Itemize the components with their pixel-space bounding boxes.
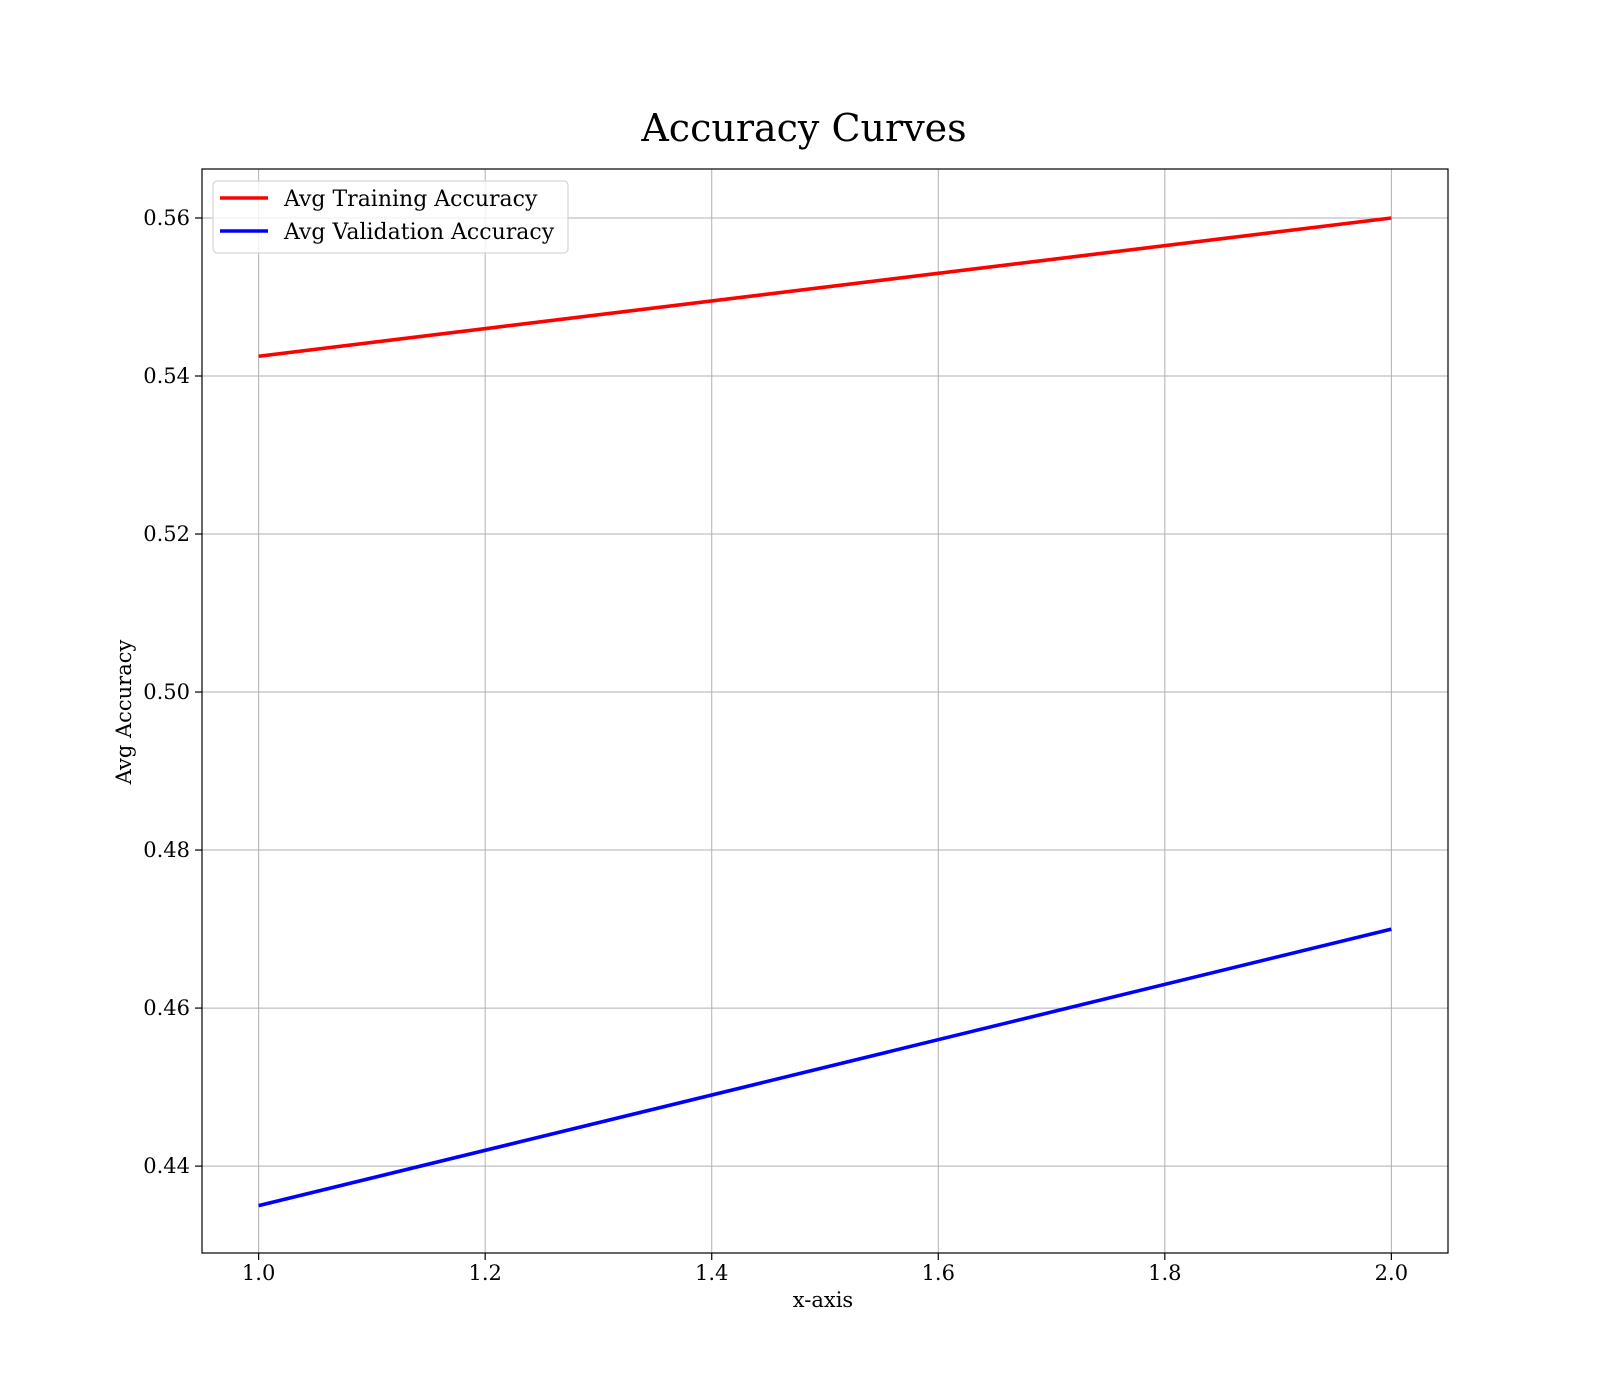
legend: Avg Training Accuracy Avg Validation Acc… — [212, 180, 569, 254]
y-tick-label: 0.48 — [143, 838, 190, 862]
x-axis-label: x-axis — [793, 1288, 853, 1312]
y-axis-label: Avg Accuracy — [112, 640, 136, 786]
plot-frame — [201, 168, 1449, 1254]
legend-label-training: Avg Training Accuracy — [283, 187, 538, 212]
grid — [202, 169, 1448, 1253]
x-tick-label: 1.8 — [1148, 1261, 1181, 1285]
plot-series — [258, 216, 1392, 1208]
chart-title: Accuracy Curves — [640, 106, 966, 150]
x-tick-label: 1.0 — [242, 1261, 275, 1285]
x-tick-label: 1.6 — [922, 1261, 955, 1285]
y-tick-label: 0.46 — [143, 996, 190, 1020]
y-tick-label: 0.54 — [143, 364, 190, 388]
x-tick-label: 1.2 — [468, 1261, 501, 1285]
y-tick-label: 0.56 — [143, 206, 190, 230]
legend-label-validation: Avg Validation Accuracy — [283, 220, 555, 245]
legend-box — [212, 180, 569, 254]
y-ticks: 0.44 0.46 0.48 0.50 0.52 0.54 0.56 — [143, 206, 202, 1178]
y-tick-label: 0.50 — [143, 680, 190, 704]
series-line-validation — [258, 927, 1392, 1208]
y-tick-label: 0.44 — [143, 1154, 190, 1178]
series-line-training — [258, 216, 1392, 359]
x-tick-label: 2.0 — [1375, 1261, 1408, 1285]
x-ticks: 1.0 1.2 1.4 1.6 1.8 2.0 — [242, 1253, 1408, 1285]
y-tick-label: 0.52 — [143, 522, 190, 546]
x-tick-label: 1.4 — [695, 1261, 728, 1285]
